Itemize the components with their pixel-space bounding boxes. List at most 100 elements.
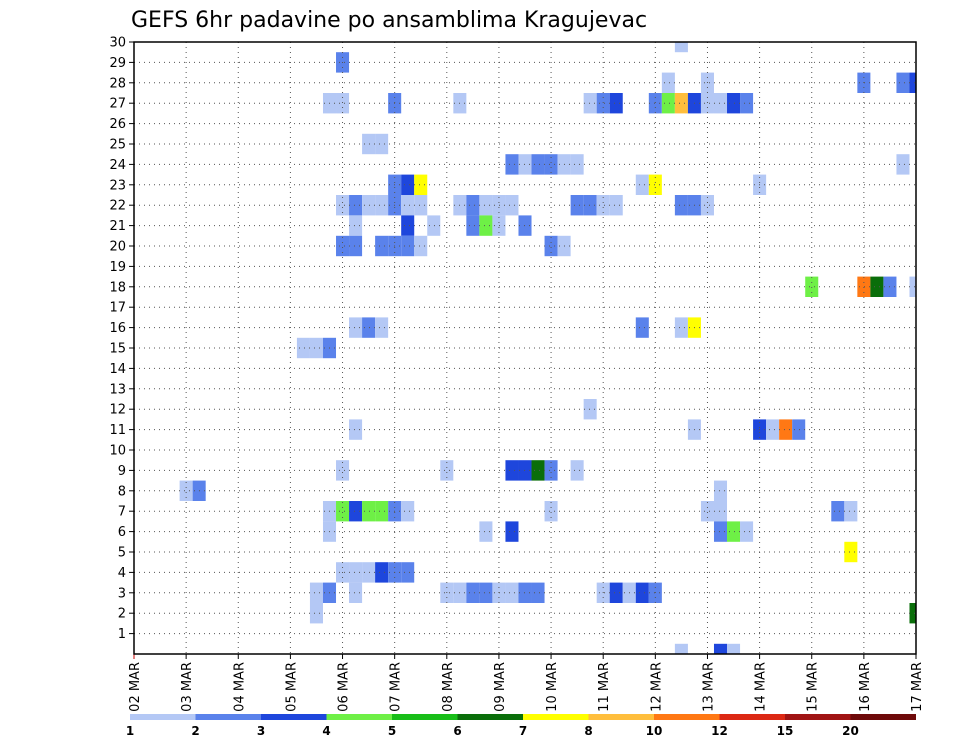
- y-tick-label: 7: [118, 505, 126, 520]
- heatmap-cell: [896, 72, 910, 93]
- heatmap-cell: [570, 460, 584, 481]
- heatmap-cell: [349, 501, 363, 522]
- heatmap-cell: [857, 276, 871, 297]
- heatmap-cell: [531, 460, 545, 481]
- heatmap-cell: [349, 562, 363, 583]
- heatmap-cell: [375, 562, 389, 583]
- colorbar-swatch: [588, 714, 654, 720]
- heatmap-cell: [609, 93, 623, 114]
- colorbar-swatch: [654, 714, 720, 720]
- heatmap-cell: [505, 460, 519, 481]
- x-tick-label: 02 MAR: [128, 662, 143, 712]
- y-tick-label: 9: [118, 464, 126, 479]
- heatmap-cell: [414, 235, 428, 257]
- heatmap-cell: [375, 235, 389, 257]
- x-tick-label: 09 MAR: [493, 662, 508, 712]
- colorbar-label: 10: [646, 724, 663, 738]
- colorbar-label: 6: [453, 724, 461, 738]
- heatmap-cell: [362, 317, 376, 338]
- heatmap-cell: [466, 215, 480, 236]
- y-tick-label: 27: [109, 97, 126, 112]
- colorbar-swatch: [392, 714, 458, 720]
- heatmap-cell: [531, 582, 545, 603]
- x-tick-label: 12 MAR: [649, 662, 664, 712]
- y-tick-label: 10: [109, 444, 126, 459]
- y-tick-label: 12: [109, 403, 126, 418]
- x-tick-label: 06 MAR: [337, 662, 352, 712]
- heatmap-cell: [674, 93, 688, 114]
- heatmap-cell: [661, 93, 675, 114]
- plot-area-border: [133, 41, 917, 655]
- heatmap-cell: [700, 93, 714, 114]
- heatmap-cell: [844, 541, 858, 563]
- heatmap-cell: [596, 93, 610, 114]
- x-tick-label: 14 MAR: [754, 662, 769, 712]
- y-tick-label: 20: [109, 240, 126, 255]
- heatmap-cell: [896, 154, 910, 175]
- heatmap-cell: [414, 195, 428, 216]
- chart-title: GEFS 6hr padavine po ansamblima Kragujev…: [131, 8, 647, 33]
- heatmap-cell: [362, 133, 376, 155]
- heatmap-cell: [805, 276, 819, 297]
- heatmap-cell: [505, 154, 519, 175]
- y-tick-label: 14: [109, 362, 126, 377]
- heatmap-cell: [713, 521, 728, 542]
- color-legend: 1 2 3 4 5 6 7 8 10 12 15 20: [126, 714, 916, 738]
- heatmap-cell: [349, 317, 363, 338]
- y-tick-label: 26: [109, 117, 126, 132]
- heatmap-cell: [740, 521, 754, 542]
- y-tick-label: 18: [109, 280, 126, 295]
- heatmap-cell: [831, 501, 845, 522]
- x-axis: 02 MAR 03 MAR 04 MAR 05 MAR 06 MAR 07 MAR 08 M…: [128, 654, 925, 712]
- heatmap-cell: [309, 582, 323, 603]
- heatmap-cell: [479, 521, 493, 542]
- y-tick-label: 17: [109, 301, 126, 316]
- y-tick-label: 22: [109, 199, 126, 214]
- heatmap-cell: [401, 501, 415, 522]
- heatmap-cell: [349, 582, 363, 603]
- heatmap-cell: [479, 215, 493, 236]
- x-tick-label: 10 MAR: [545, 662, 560, 712]
- heatmap-cell: [583, 399, 597, 420]
- heatmap-cell: [844, 501, 858, 522]
- colorbar-swatch: [261, 714, 327, 720]
- heatmap-cell: [505, 582, 519, 603]
- heatmap-cell: [909, 276, 916, 297]
- heatmap-cell: [661, 72, 675, 93]
- x-tick-label: 07 MAR: [389, 662, 404, 712]
- x-tick-label: 15 MAR: [806, 662, 821, 712]
- x-tick-label: 11 MAR: [597, 662, 612, 712]
- x-tick-label: 13 MAR: [701, 662, 716, 712]
- heatmap-cell: [727, 521, 741, 542]
- y-tick-label: 16: [109, 321, 126, 336]
- heatmap-cell: [648, 174, 662, 195]
- y-tick-label: 25: [109, 138, 126, 153]
- heatmap-cell: [635, 317, 649, 338]
- heatmap-cell: [179, 480, 193, 501]
- colorbar-swatch: [195, 714, 261, 720]
- heatmap-cell: [479, 582, 493, 603]
- colorbar-label: 1: [126, 724, 134, 738]
- heatmap-cell: [336, 501, 350, 522]
- heatmap-cell: [727, 93, 741, 114]
- heatmap-cell: [544, 501, 558, 522]
- y-tick-label: 3: [118, 586, 126, 601]
- heatmap-cell: [375, 133, 389, 155]
- y-tick-label: 6: [118, 525, 126, 540]
- colorbar-label: 20: [842, 724, 859, 738]
- heatmap-cell: [531, 154, 545, 175]
- colorbar-label: 4: [322, 724, 330, 738]
- heatmap-cell: [349, 235, 363, 257]
- heatmap-cell: [648, 93, 662, 114]
- y-tick-label: 15: [109, 342, 126, 357]
- heatmap-cell: [375, 195, 389, 216]
- heatmap-cell: [596, 195, 610, 216]
- heatmap-cell: [414, 174, 428, 195]
- heatmap-cell: [779, 419, 793, 440]
- heatmap-cell: [479, 195, 493, 216]
- x-tick-label: 17 MAR: [910, 662, 925, 712]
- colorbar-swatch: [850, 714, 916, 720]
- colorbar-swatch: [785, 714, 851, 720]
- heatmap-cell: [362, 562, 376, 583]
